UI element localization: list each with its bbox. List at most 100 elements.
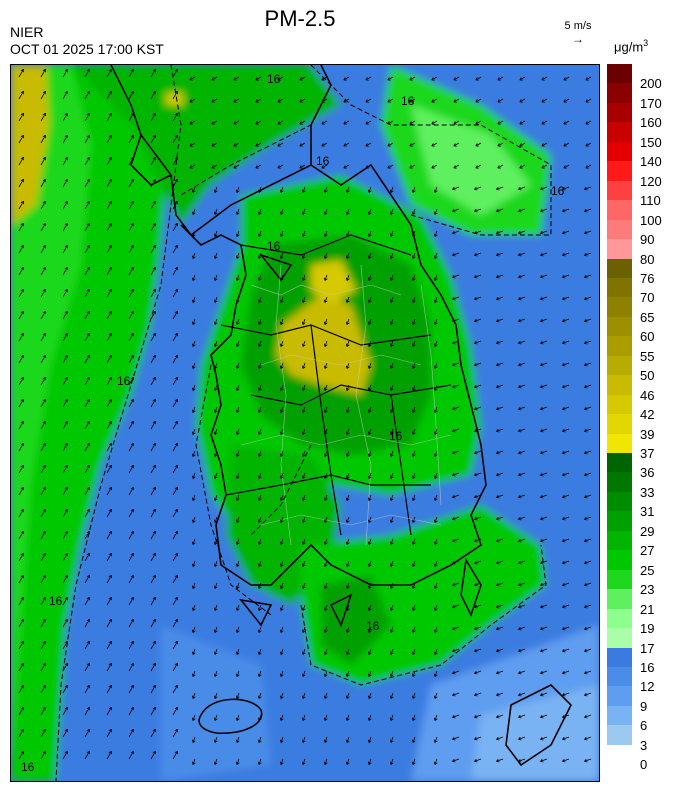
wind-vector-head	[214, 189, 218, 193]
wind-vector-head	[152, 200, 156, 205]
legend-swatch	[607, 122, 632, 143]
pm25-map[interactable]: 16 16 16 16 16 16 16 16 16 16	[10, 64, 600, 782]
wind-vector-head	[496, 340, 500, 345]
wind-vector-head	[42, 178, 46, 183]
wind-vector	[584, 252, 592, 256]
wind-vector-head	[174, 508, 178, 513]
wind-vector-head	[390, 387, 394, 391]
wind-vector-head	[302, 585, 306, 589]
wind-vector-head	[584, 362, 588, 367]
wind-vector	[84, 91, 90, 100]
wind-vector-head	[108, 486, 112, 491]
wind-vector	[346, 692, 350, 699]
wind-vector	[280, 604, 284, 611]
wind-vector-head	[412, 189, 416, 193]
wind-vector	[324, 670, 328, 677]
legend-swatch	[607, 394, 632, 415]
wind-vector-head	[258, 387, 262, 391]
wind-vector-head	[214, 321, 218, 325]
wind-vector-head	[258, 739, 262, 743]
wind-vector	[584, 472, 592, 476]
wind-vector	[172, 641, 178, 650]
wind-vector-head	[86, 134, 90, 139]
wind-vector-head	[302, 673, 306, 677]
wind-vector-head	[174, 222, 178, 227]
wind-vector	[128, 619, 134, 628]
wind-vector	[106, 707, 112, 716]
wind-vector	[518, 670, 526, 674]
wind-vector	[584, 736, 592, 740]
wind-vector-head	[214, 387, 218, 391]
wind-vector	[84, 333, 90, 342]
wind-vector-head	[584, 692, 588, 697]
wind-vector	[106, 443, 112, 452]
wind-vector-head	[452, 758, 456, 763]
wind-vector-head	[20, 112, 24, 117]
wind-vector-head	[42, 684, 46, 689]
wind-vector-head	[562, 692, 566, 697]
wind-vector	[62, 465, 68, 474]
wind-vector-head	[236, 233, 240, 237]
wind-vector-head	[496, 252, 500, 257]
wind-vector	[277, 76, 284, 81]
wind-vector-head	[390, 651, 394, 655]
wind-vector-head	[42, 68, 46, 73]
wind-vector	[84, 707, 90, 716]
wind-vector	[299, 98, 306, 103]
wind-vector	[18, 619, 24, 628]
wind-vector-head	[108, 354, 112, 359]
wind-vector-head	[346, 233, 350, 237]
wind-vector-head	[42, 596, 46, 601]
wind-vector	[324, 274, 328, 281]
wind-vector	[214, 208, 218, 215]
wind-vector	[84, 267, 90, 276]
wind-vector	[434, 208, 438, 215]
wind-vector	[302, 758, 306, 765]
wind-vector-head	[236, 629, 240, 633]
wind-vector-head	[387, 99, 391, 103]
wind-vector-head	[452, 604, 456, 609]
wind-vector	[321, 142, 328, 147]
wind-vector-head	[130, 442, 134, 447]
wind-vector	[84, 377, 90, 386]
wind-vector-head	[214, 717, 218, 721]
wind-vector-head	[130, 200, 134, 205]
wind-vector-head	[280, 453, 284, 457]
wind-vector	[324, 362, 328, 369]
wind-vector-head	[452, 582, 456, 587]
legend-swatch	[607, 258, 632, 279]
wind-vector	[192, 736, 196, 743]
wind-vector	[474, 318, 482, 322]
wind-vector-head	[214, 629, 218, 633]
wind-vector-head	[302, 365, 306, 369]
wind-vector	[128, 751, 134, 760]
wind-vector	[540, 758, 548, 762]
wind-vector	[258, 758, 262, 765]
wind-vector-head	[280, 299, 284, 303]
wind-vector	[214, 736, 218, 743]
wind-vector-head	[390, 343, 394, 347]
wind-vector-head	[474, 648, 478, 653]
wind-vector-head	[152, 508, 156, 513]
wind-vector	[233, 76, 240, 81]
wind-vector-head	[20, 244, 24, 249]
wind-vector	[496, 604, 504, 608]
wind-vector-head	[280, 277, 284, 281]
wind-vector	[258, 648, 262, 655]
wind-vector-head	[64, 750, 68, 755]
legend-swatch	[607, 491, 632, 512]
wind-vector	[387, 98, 394, 103]
wind-vector	[233, 98, 240, 103]
legend-label: 55	[640, 348, 655, 364]
wind-vector	[84, 399, 90, 408]
wind-vector-head	[368, 299, 372, 303]
wind-vector-head	[368, 673, 372, 677]
wind-vector	[192, 340, 196, 347]
wind-vector-head	[174, 574, 178, 579]
wind-vector	[106, 465, 112, 474]
wind-vector-head	[324, 409, 328, 413]
wind-vector	[368, 604, 372, 611]
wind-vector	[280, 692, 284, 699]
wind-vector-head	[152, 442, 156, 447]
wind-vector	[18, 597, 24, 606]
